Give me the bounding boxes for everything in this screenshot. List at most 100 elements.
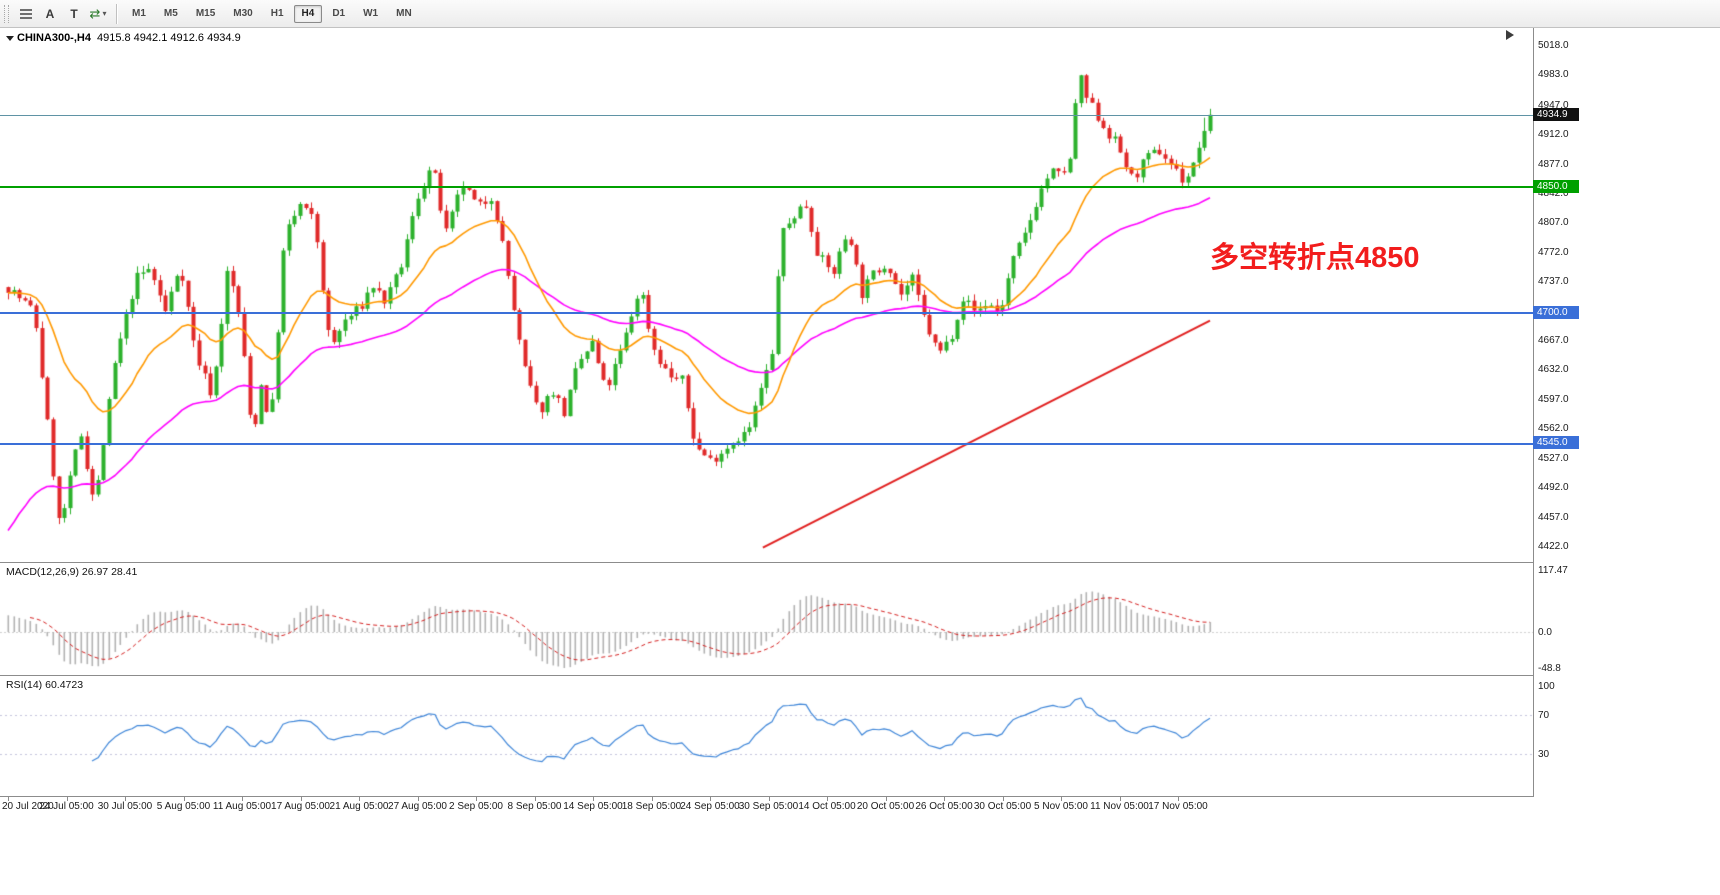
time-axis-tick [651,797,653,801]
time-axis-tick [359,797,360,801]
time-axis-label: 20 Jul 2020 [2,801,54,812]
price-axis-label: 4983.0 [1538,69,1569,81]
time-axis-label: 5 Aug 05:00 [156,801,211,812]
symbol-timeframe-label: CHINA300-,H4 [17,32,91,44]
timeframe-w1-button[interactable]: W1 [363,7,379,19]
price-chart-panel[interactable]: CHINA300-,H4 4915.8 4942.1 4912.6 4934.9 … [0,28,1533,562]
toolbar: A T ⇄ ▾ M1 M5 M15 M30 H1 H4 D1 W1 MN [0,0,1720,28]
time-axis-label: 11 Aug 05:00 [212,801,272,812]
refresh-icon: ⇄ [89,5,101,21]
timeframe-h1-button[interactable]: H1 [270,7,284,19]
chart-title: CHINA300-,H4 4915.8 4942.1 4912.6 4934.9 [6,32,241,44]
horizontal-level-line-4545[interactable] [0,443,1533,445]
current-price-line[interactable] [0,115,1533,116]
timeframe-m30-button[interactable]: M30 [233,7,253,19]
ohlc-values: 4915.8 4942.1 4912.6 4934.9 [96,32,241,44]
time-axis-tick [417,797,419,801]
price-axis-label: 4492.0 [1538,482,1569,494]
rsi-value: 60.4723 [45,679,84,691]
horizontal-level-line-4700[interactable] [0,312,1533,314]
time-axis-tick [827,797,828,801]
level-price-marker: 4545.0 [1533,436,1579,450]
price-axis-label: 4807.0 [1538,217,1569,229]
time-axis-label: 14 Oct 05:00 [798,801,856,812]
price-axis-label: 4597.0 [1538,393,1569,405]
timeframe-m1-button[interactable]: M1 [132,7,146,19]
rsi-axis-label: 70 [1538,710,1550,722]
time-axis-label: 20 Oct 05:00 [856,801,915,812]
time-axis-label: 24 Jul 05:00 [39,801,94,812]
time-axis-label: 17 Aug 05:00 [271,801,330,812]
timeframe-mn-button[interactable]: MN [396,7,412,19]
rsi-axis-label: 30 [1538,748,1550,760]
time-axis-tick [183,797,185,801]
time-axis-label: 30 Oct 05:00 [973,801,1032,812]
toolbar-grip[interactable] [4,4,9,23]
time-axis-tick [710,797,711,801]
price-axis-label: 4877.0 [1538,158,1569,170]
time-axis-tick [125,797,126,801]
time-axis-tick [1002,797,1004,801]
price-axis-label: 4457.0 [1538,511,1569,523]
price-axis[interactable]: 5018.0 4983.0 4947.0 4912.0 4877.0 4842.0 4807… [1533,28,1720,797]
time-axis-tick [1178,797,1179,801]
text-tool-button[interactable]: A [45,6,55,21]
collapse-triangle-icon[interactable] [6,35,14,41]
charts-list-icon[interactable] [14,3,38,25]
panel-resize-separator[interactable] [0,562,1720,563]
rsi-label: RSI(14) [6,679,43,691]
rsi-canvas [0,676,1533,796]
time-axis-label: 17 Nov 05:00 [1148,801,1208,812]
time-axis[interactable]: 20 Jul 2020 24 Jul 05:00 30 Jul 05:00 5 Aug… [0,797,1720,895]
rsi-panel[interactable]: RSI(14) 60.4723 [0,676,1533,796]
macd-canvas [0,563,1533,675]
time-axis-label: 8 Sep 05:00 [507,801,562,812]
time-axis-tick [768,797,770,801]
price-axis-border [1533,28,1534,797]
time-axis-tick [1061,797,1062,801]
toolbar-separator [116,3,117,24]
chart-shift-marker[interactable] [1506,30,1514,40]
time-axis-tick [534,797,536,801]
panel-resize-separator[interactable] [0,675,1720,676]
time-axis-label: 24 Sep 05:00 [680,801,740,812]
level-price-marker: 4850.0 [1533,179,1579,193]
timeframe-group: M1 M5 M15 M30 H1 H4 D1 W1 MN [123,4,421,23]
macd-title: MACD(12,26,9) 26.97 28.41 [6,566,137,578]
macd-axis-label: -48.8 [1538,663,1561,674]
chevron-down-icon: ▾ [102,9,107,18]
price-axis-label: 4422.0 [1538,541,1569,552]
candlestick-canvas[interactable] [0,28,1533,562]
price-axis-label: 4527.0 [1538,452,1569,464]
time-axis-label: 11 Nov 05:00 [1090,801,1149,812]
timeframe-m5-button[interactable]: M5 [163,7,178,19]
timeframe-d1-button[interactable]: D1 [332,7,346,19]
time-axis-label: 2 Sep 05:00 [449,801,503,812]
macd-axis-label: 0.0 [1538,627,1552,638]
timeframe-m15-button[interactable]: M15 [195,7,216,19]
price-axis-label: 4772.0 [1538,246,1569,258]
refresh-dropdown-button[interactable]: ⇄ ▾ [86,3,110,25]
time-axis-tick [593,797,594,801]
time-axis-label: 30 Jul 05:00 [97,801,153,812]
price-axis-label: 4912.0 [1538,129,1569,141]
macd-panel[interactable]: MACD(12,26,9) 26.97 28.41 [0,563,1533,675]
list-icon [20,8,32,19]
horizontal-level-line-4850[interactable] [0,186,1533,188]
annotation-text: 多空转折点4850 [1210,242,1420,274]
template-tool-button[interactable]: T [70,6,78,21]
price-axis-label: 4562.0 [1538,423,1569,435]
time-axis-tick [242,797,243,801]
macd-axis-label: 117.47 [1538,565,1568,576]
timeframe-h4-button[interactable]: H4 [293,4,323,23]
current-price-marker: 4934.9 [1533,108,1579,122]
rsi-title: RSI(14) 60.4723 [6,679,83,691]
time-axis-tick [1119,797,1121,801]
time-axis-label: 5 Nov 05:00 [1034,801,1088,812]
macd-label: MACD(12,26,9) [6,566,79,578]
time-axis-tick [476,797,477,801]
time-axis-tick [885,797,887,801]
panel-resize-separator[interactable] [0,796,1720,797]
time-axis-tick [300,797,302,801]
